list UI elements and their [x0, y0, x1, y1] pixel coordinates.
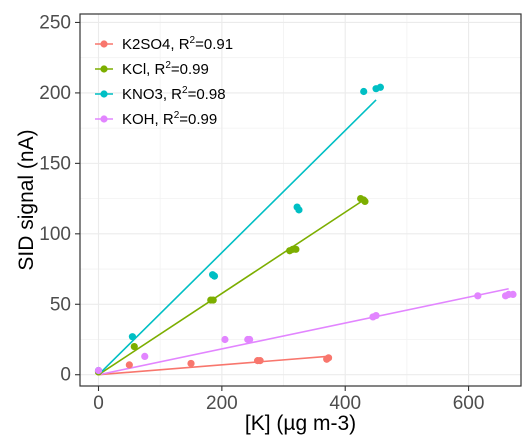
- fit-line-kno3: [97, 99, 377, 376]
- y-tick-labels: 0 50 100 150 200 250: [39, 12, 71, 385]
- y-tick-label: 200: [39, 83, 71, 104]
- data-point-kcl: [292, 245, 300, 253]
- x-tick-label: 0: [93, 393, 104, 414]
- data-point-k2so4: [324, 354, 333, 362]
- data-point-kno3: [128, 333, 137, 341]
- data-points: [94, 83, 517, 376]
- legend-key-point: [100, 65, 108, 73]
- y-axis-title: SID signal (nA): [15, 129, 38, 270]
- x-tick-labels: 0 200 400 600: [93, 393, 484, 414]
- x-tick-label: 400: [329, 393, 361, 414]
- grid-major: [80, 14, 521, 386]
- fit-lines: [97, 99, 509, 376]
- y-tick-label: 50: [50, 294, 71, 315]
- y-tick-label: 100: [39, 224, 71, 245]
- data-point-koh: [474, 292, 482, 300]
- x-tick-label: 200: [206, 393, 238, 414]
- legend-item-kno3: KNO3, R2=0.98: [95, 85, 226, 103]
- legend: K2SO4, R2=0.91 KCl, R2=0.99 KNO3, R2=0.98 K…: [95, 35, 233, 128]
- data-point-kcl: [361, 197, 369, 206]
- data-point-koh: [141, 352, 149, 361]
- fit-line-koh: [98, 287, 509, 376]
- legend-key-point: [100, 115, 108, 123]
- legend-label: KOH, R2=0.99: [122, 110, 217, 128]
- data-point-kcl: [209, 296, 217, 304]
- data-point-koh: [94, 366, 103, 375]
- legend-key-point: [100, 40, 108, 48]
- legend-item-k2so4: K2SO4, R2=0.91: [95, 35, 233, 53]
- y-tick-label: 0: [60, 365, 71, 386]
- data-point-kno3: [376, 83, 384, 91]
- data-point-koh: [509, 290, 517, 299]
- data-point-kno3: [360, 87, 368, 96]
- legend-label: KNO3, R2=0.98: [122, 85, 226, 103]
- data-point-k2so4: [125, 361, 133, 369]
- panel-border: [79, 13, 522, 387]
- fit-line-kcl: [98, 199, 365, 376]
- y-tick-label: 250: [39, 12, 71, 33]
- grid-minor: [80, 14, 521, 386]
- legend-key-point: [100, 90, 108, 98]
- data-point-k2so4: [256, 357, 264, 365]
- y-tick-label: 150: [39, 153, 71, 174]
- data-point-kcl: [130, 342, 138, 351]
- data-point-koh: [221, 335, 229, 344]
- x-tick-label: 600: [453, 393, 485, 414]
- fit-line-k2so4: [98, 355, 327, 376]
- axis-ticks: [75, 21, 470, 391]
- legend-item-koh: KOH, R2=0.99: [95, 110, 217, 128]
- legend-label: KCl, R2=0.99: [122, 60, 209, 78]
- data-point-koh: [246, 335, 254, 344]
- data-point-kno3: [210, 272, 219, 280]
- data-point-koh: [372, 311, 380, 320]
- x-axis-title: [K] (µg m-3): [245, 412, 356, 435]
- legend-item-kcl: KCl, R2=0.99: [95, 60, 209, 78]
- data-point-kno3: [295, 206, 303, 214]
- data-point-k2so4: [187, 359, 195, 368]
- legend-label: K2SO4, R2=0.91: [122, 35, 233, 53]
